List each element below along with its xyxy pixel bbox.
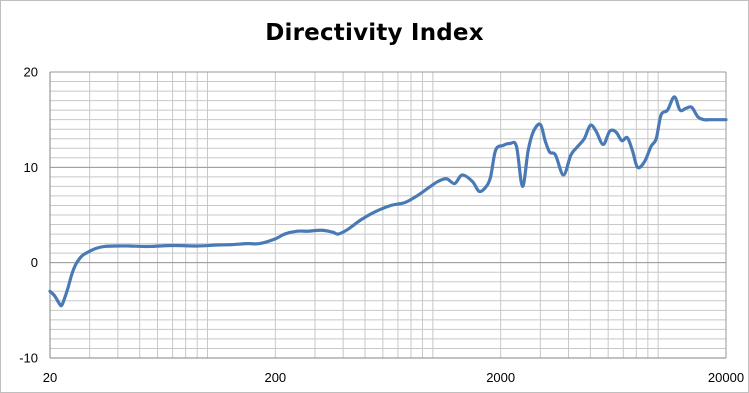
y-tick-label: 20: [24, 65, 38, 80]
x-tick-label: 20: [43, 370, 57, 385]
x-tick-label: 2000: [486, 370, 515, 385]
chart-title: Directivity Index: [265, 20, 484, 46]
y-tick-label: 0: [31, 255, 38, 270]
y-tick-label: 10: [24, 160, 38, 175]
series-line-0: [48, 95, 728, 308]
series: [48, 95, 728, 308]
x-tick-label: 20000: [708, 370, 744, 385]
grid: [50, 71, 726, 359]
x-tick-label: 200: [264, 370, 286, 385]
tick-labels: -10 0 10 20 20 200 2000 20000: [19, 65, 744, 386]
y-tick-label: -10: [19, 351, 38, 366]
